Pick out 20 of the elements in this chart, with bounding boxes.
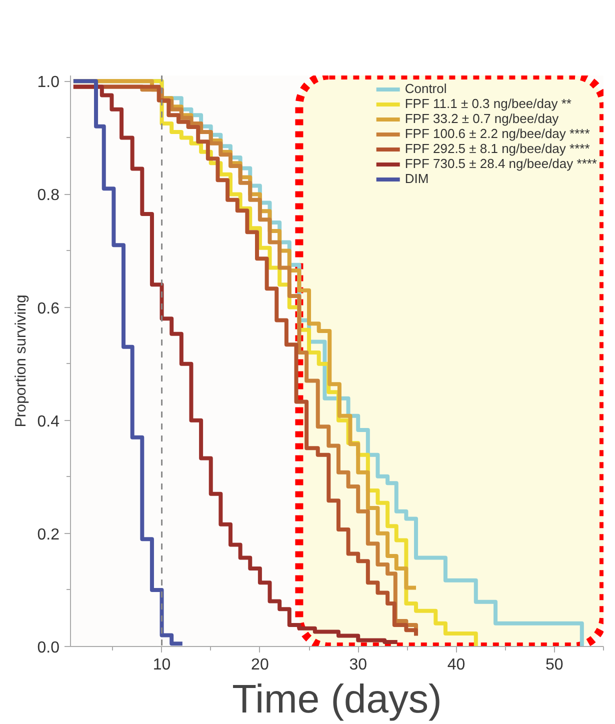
y-axis-title: Proportion surviving [12,294,30,428]
y-tick-label: 0.2 [37,526,60,544]
legend-label: FPF 292.5 ± 8.1 ng/bee/day **** [404,141,590,156]
x-tick-label: 30 [349,656,368,674]
legend-label: Control [404,81,447,96]
legend-label: DIM [404,171,429,186]
legend-label: FPF 11.1 ± 0.3 ng/bee/day ** [404,96,572,111]
x-axis-title: Time (days) [232,678,442,722]
x-tick-label: 20 [251,656,269,674]
legend-label: FPF 33.2 ± 0.7 ng/bee/day [404,111,559,126]
y-tick-label: 1.0 [37,74,60,92]
y-tick-label: 0.4 [37,413,60,430]
y-tick-label: 0.8 [37,187,60,204]
y-tick-label: 0.6 [37,300,60,318]
x-tick-label: 50 [546,656,564,674]
y-tick-label: 0.0 [37,640,60,656]
legend-label: FPF 730.5 ± 28.4 ng/bee/day **** [404,156,597,171]
x-tick-label: 40 [447,656,466,674]
legend-label: FPF 100.6 ± 2.2 ng/bee/day **** [404,126,590,141]
x-tick-label: 10 [152,656,171,674]
